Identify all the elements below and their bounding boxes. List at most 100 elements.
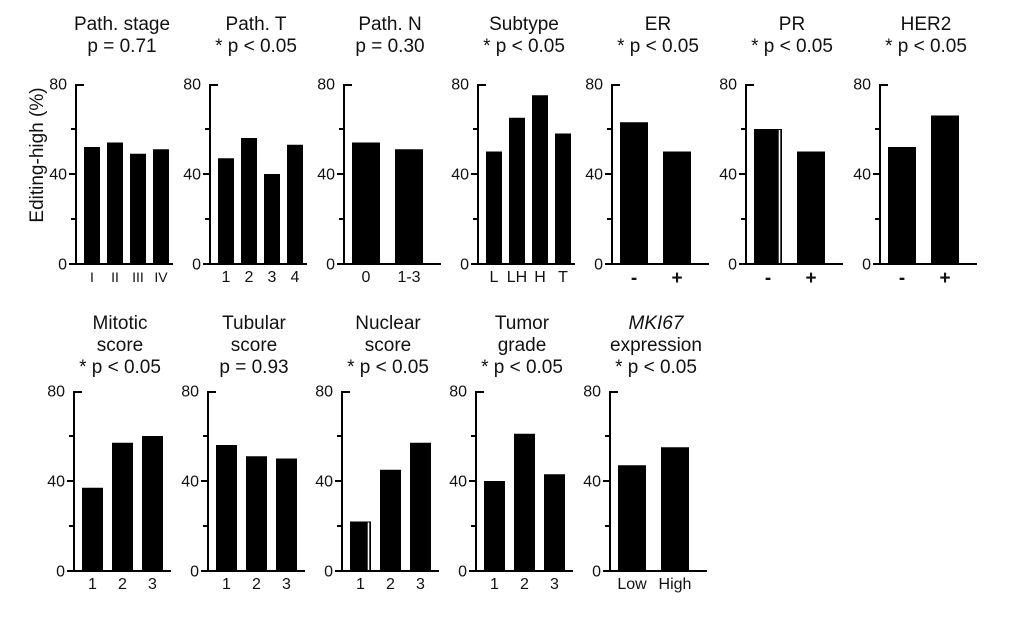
- chart-path-t: Path. T * p < 0.05 0 40 80 1 2 3 4: [174, 6, 308, 292]
- category-label: 2: [118, 576, 127, 593]
- y-tick-label: 0: [56, 564, 65, 581]
- category-label: L: [490, 269, 499, 286]
- bar-2: [112, 442, 133, 571]
- chart-title-block: Path. stage p = 0.71: [40, 6, 174, 78]
- chart-plot: 0 40 80 1 2 3: [449, 385, 573, 593]
- p-value-label: p = 0.30: [355, 36, 425, 57]
- y-tick-label: 0: [192, 257, 201, 274]
- y-tick-label: 40: [853, 167, 871, 184]
- y-tick-label: 0: [58, 257, 67, 274]
- chart-title-line: grade: [497, 335, 547, 356]
- category-label: IV: [154, 269, 168, 285]
- category-label: -: [631, 268, 637, 289]
- chart-title-line: MKI67: [628, 313, 684, 334]
- chart-title-line: score: [230, 335, 278, 356]
- y-tick-label: 0: [326, 257, 335, 274]
- category-label: 3: [550, 576, 559, 593]
- y-tick-label: 40: [583, 474, 601, 491]
- chart-title-line: Path. T: [225, 14, 287, 35]
- chart-title-block: Mitotic score * p < 0.05: [38, 309, 172, 385]
- bar-3: [410, 442, 431, 571]
- chart-title-line: ER: [644, 14, 672, 35]
- bar-i: [84, 147, 100, 264]
- bar-t: [555, 133, 571, 264]
- y-tick-label: 0: [592, 564, 601, 581]
- chart-nuclear-score: Nuclear score * p < 0.05 0 40 80 1 2 3: [306, 309, 440, 599]
- chart-tumor-grade: Tumor grade * p < 0.05 0 40 80 1 2 3: [440, 309, 574, 599]
- bar-: [888, 147, 916, 264]
- bar-iii: [130, 153, 146, 264]
- chart-title-line: Nuclear: [355, 313, 421, 334]
- chart-title-line: Tumor: [494, 313, 550, 334]
- y-tick-label: 80: [585, 78, 603, 94]
- chart-title-line: score: [96, 335, 144, 356]
- category-label: 1: [222, 576, 231, 593]
- y-tick-label: 40: [451, 167, 469, 184]
- chart-pr: PR * p < 0.05 0 40 80 - +: [710, 6, 844, 292]
- p-value-label: * p < 0.05: [615, 357, 697, 378]
- y-tick-label: 80: [317, 78, 335, 94]
- category-label: I: [90, 269, 94, 285]
- y-tick-label: 80: [183, 78, 201, 94]
- y-tick-label: 40: [183, 167, 201, 184]
- bar-: [931, 115, 959, 264]
- category-label: 3: [268, 269, 277, 286]
- chart-path-stage: Path. stage p = 0.71 0 40 80 I II III IV: [40, 6, 174, 292]
- category-label: +: [671, 268, 682, 289]
- chart-title-line: expression: [610, 335, 702, 356]
- chart-title-block: Path. T * p < 0.05: [174, 6, 308, 78]
- bar-2: [380, 469, 401, 571]
- category-label: H: [534, 269, 546, 286]
- category-label: -: [899, 268, 905, 289]
- chart-plot: 0 40 80 - +: [853, 78, 977, 289]
- chart-title-line: HER2: [900, 14, 952, 35]
- bar-high: [661, 447, 689, 571]
- chart-plot: 0 40 80 1 2 3 4: [183, 78, 307, 286]
- y-tick-label: 0: [728, 257, 737, 274]
- bar-: [663, 151, 691, 264]
- category-label: +: [939, 268, 950, 289]
- p-value-label: * p < 0.05: [79, 357, 161, 378]
- y-tick-label: 0: [190, 564, 199, 581]
- category-label: 4: [291, 269, 300, 286]
- bar-1: [350, 521, 371, 571]
- category-label: 1: [490, 576, 499, 593]
- chart-title-line: Path. stage: [73, 14, 171, 35]
- y-tick-label: 40: [47, 474, 65, 491]
- y-tick-label: 80: [47, 385, 65, 401]
- chart-title-block: Nuclear score * p < 0.05: [306, 309, 440, 385]
- bar-: [797, 151, 825, 264]
- bar-: [620, 122, 648, 264]
- category-label: II: [111, 269, 119, 285]
- chart-tubular-score: Tubular score p = 0.93 0 40 80 1 2 3: [172, 309, 306, 599]
- bar-1: [218, 158, 234, 264]
- bar-2: [514, 433, 535, 571]
- bar-: [754, 129, 782, 264]
- y-tick-label: 80: [853, 78, 871, 94]
- y-tick-label: 40: [719, 167, 737, 184]
- bar-l: [486, 151, 502, 264]
- category-label: 2: [252, 576, 261, 593]
- chart-her2: HER2 * p < 0.05 0 40 80 - +: [844, 6, 978, 292]
- bar-1-3: [395, 149, 423, 264]
- y-tick-label: 0: [324, 564, 333, 581]
- y-tick-label: 40: [315, 474, 333, 491]
- y-tick-label: 0: [862, 257, 871, 274]
- bar-2: [246, 456, 267, 571]
- p-value-label: * p < 0.05: [751, 36, 833, 57]
- category-label: T: [558, 269, 568, 286]
- chart-er: ER * p < 0.05 0 40 80 - +: [576, 6, 710, 292]
- category-label: 2: [386, 576, 395, 593]
- p-value-label: * p < 0.05: [483, 36, 565, 57]
- category-label: 3: [148, 576, 157, 593]
- p-value-label: * p < 0.05: [481, 357, 563, 378]
- y-tick-label: 80: [583, 385, 601, 401]
- chart-mki67-expression: MKI67 expression * p < 0.05 0 40 80 Low High: [574, 309, 708, 599]
- p-value-label: * p < 0.05: [347, 357, 429, 378]
- y-tick-label: 40: [585, 167, 603, 184]
- chart-title-block: PR * p < 0.05: [710, 6, 844, 78]
- chart-title-line: score: [364, 335, 412, 356]
